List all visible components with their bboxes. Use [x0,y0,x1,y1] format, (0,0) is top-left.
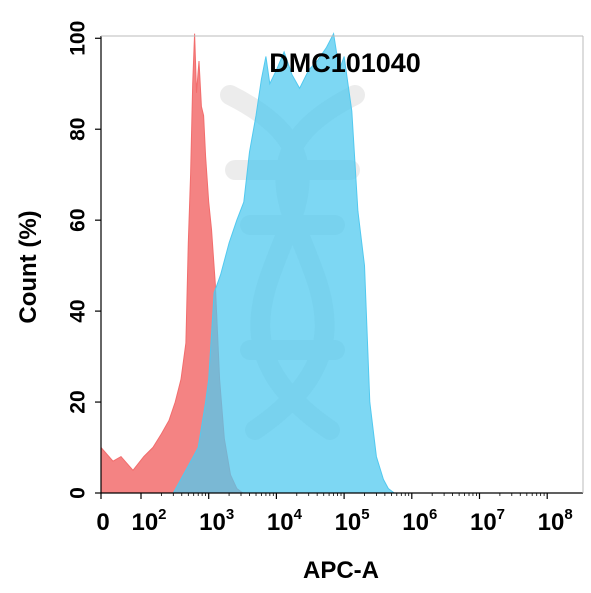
x-tick-label: 105 [335,506,370,536]
x-tick-label: 107 [470,506,505,536]
y-tick-label: 80 [67,118,90,141]
y-tick-label: 20 [67,390,90,413]
y-axis-label: Count (%) [15,210,42,323]
x-tick-label: 104 [267,506,303,536]
y-tick-label: 60 [67,208,90,231]
x-tick-label: 0 [96,509,109,536]
x-tick-label: 108 [538,506,573,536]
y-tick-label: 40 [67,299,90,322]
x-tick-label: 106 [402,506,437,536]
x-tick-label: 103 [199,506,234,536]
y-tick-layer: 0 20 40 60 80 100 [67,21,101,499]
x-tick-layer: 0 102 103 104 105 106 107 108 [96,493,573,536]
y-tick-label: 100 [67,21,90,56]
y-tick-label: 0 [67,487,90,499]
x-tick-label: 102 [131,506,166,536]
x-axis-label: APC-A [303,557,379,584]
chart-title: DMC101040 [269,48,421,78]
series-layer [100,32,396,494]
series-area-2 [172,32,396,494]
